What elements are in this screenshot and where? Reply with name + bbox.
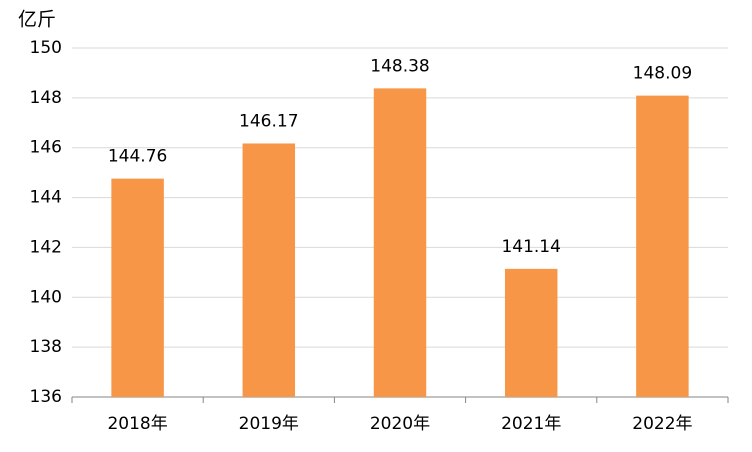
- y-tick-label: 142: [30, 237, 62, 257]
- x-tick-label: 2019年: [239, 414, 299, 434]
- data-label: 148.09: [633, 64, 692, 84]
- y-axis-label: 亿斤: [18, 9, 56, 31]
- x-tick-label: 2018年: [107, 414, 167, 434]
- bar: [242, 143, 296, 397]
- data-label: 148.38: [370, 56, 429, 76]
- y-tick-label: 136: [30, 387, 62, 407]
- bar: [636, 95, 689, 397]
- bar: [373, 88, 427, 398]
- y-tick-label: 144: [30, 188, 62, 208]
- y-tick-label: 146: [30, 138, 62, 158]
- bar: [111, 178, 164, 397]
- y-tick-label: 150: [30, 38, 62, 58]
- y-tick-label: 140: [30, 287, 62, 307]
- x-tick-label: 2022年: [632, 414, 692, 434]
- x-tick-label: 2020年: [370, 414, 430, 434]
- data-label: 144.76: [108, 147, 167, 167]
- data-label: 146.17: [239, 111, 298, 131]
- bar: [504, 268, 558, 397]
- x-tick-label: 2021年: [501, 414, 561, 434]
- data-label: 141.14: [501, 237, 560, 257]
- y-tick-label: 138: [30, 337, 62, 357]
- y-tick-label: 148: [30, 88, 62, 108]
